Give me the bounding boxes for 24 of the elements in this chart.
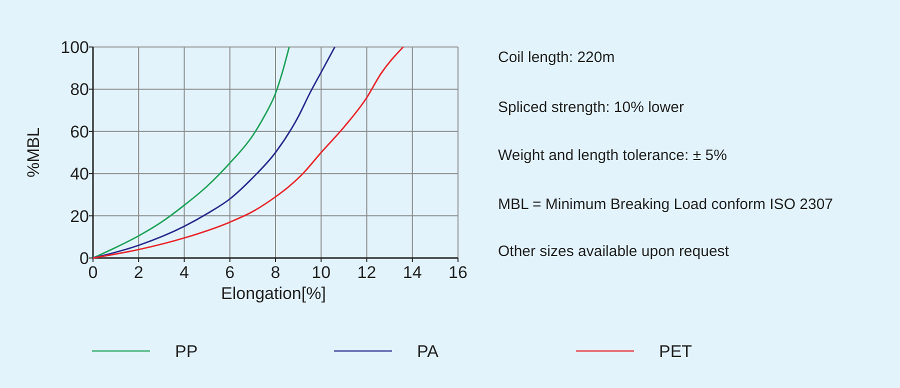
x-tick-label: 10 [312,263,331,282]
y-tick-label: 0 [80,249,89,268]
x-tick-label: 4 [180,263,189,282]
y-tick-label: 60 [70,122,89,142]
text: MBL = Minimum Breaking Load conform ISO 2307 [498,196,834,213]
y-tick-label: 20 [70,206,89,226]
x-tick-label: 16 [448,263,468,282]
text: Other sizes available upon request [498,243,730,260]
x-tick-label: 12 [357,263,376,282]
x-axis-title: Elongation[%] [221,284,326,303]
y-axis-title: %MBL [24,127,43,178]
y-tick-label: 40 [70,164,89,184]
y-tick-label: 100 [60,38,89,57]
legend-label: PP [175,342,198,361]
legend-label: PA [417,342,440,361]
x-tick-label: 14 [402,263,422,282]
text: Weight and length tolerance: ± 5% [498,147,727,164]
text: Coil length: 220m [498,49,615,66]
x-tick-label: 6 [225,263,235,282]
text: Spliced strength: 10% lower [498,99,684,116]
y-tick-label: 80 [70,80,89,100]
legend-label: PET [659,342,692,361]
x-tick-label: 8 [270,263,280,282]
x-tick-label: 2 [134,263,144,282]
